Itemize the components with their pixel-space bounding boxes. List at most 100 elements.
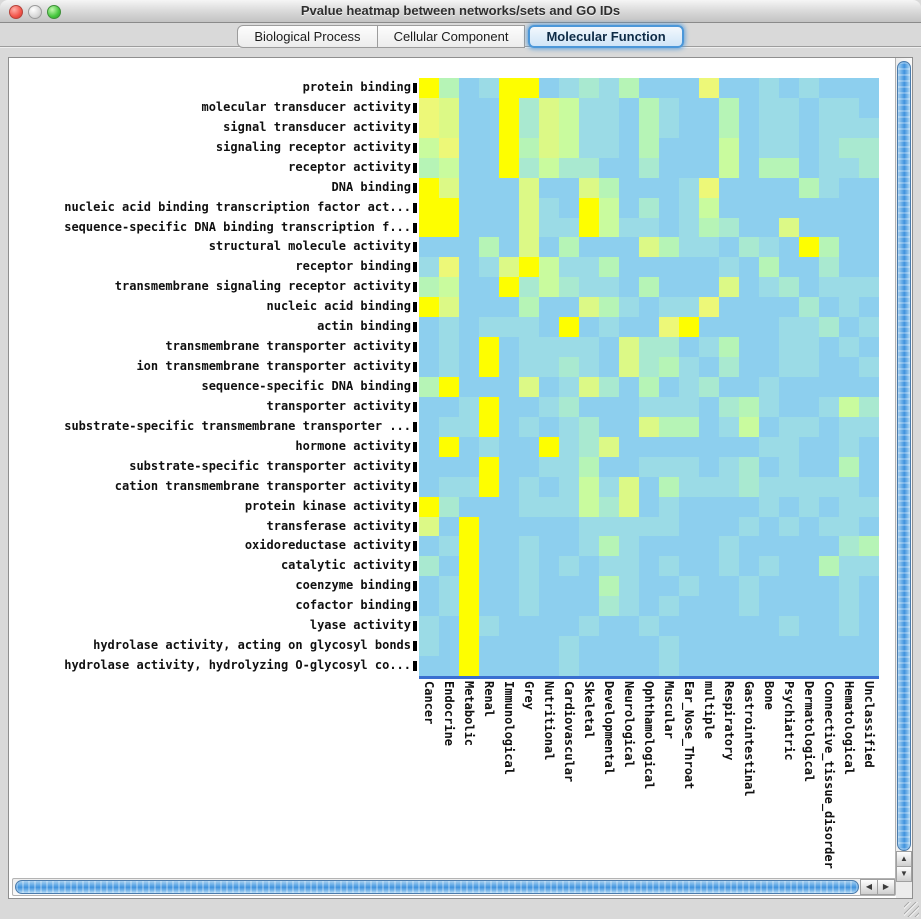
heatmap-panel: protein binding molecular transducer acti… (8, 57, 913, 899)
heatmap-cell (819, 157, 839, 179)
tab-molecular-function[interactable]: Molecular Function (528, 25, 684, 48)
heatmap-cell (859, 456, 879, 478)
tab-biological-process[interactable]: Biological Process (237, 25, 378, 48)
heatmap-cell (499, 217, 519, 238)
heatmap-cell (519, 197, 539, 219)
heatmap-cell (779, 416, 799, 438)
heatmap-cell (599, 337, 619, 358)
heatmap-cell (479, 177, 499, 199)
heatmap-cell (839, 97, 859, 119)
heatmap-cell (639, 416, 659, 438)
heatmap-cell (859, 177, 879, 199)
heatmap-cell (699, 456, 719, 478)
heatmap-cell (439, 416, 459, 438)
heatmap-cell (819, 636, 839, 657)
heatmap-cell (819, 496, 839, 518)
heatmap-cell (539, 396, 559, 418)
row-tick (413, 501, 417, 512)
heatmap-cell (699, 297, 719, 318)
heatmap-cell (499, 177, 519, 199)
heatmap-cell (819, 297, 839, 318)
heatmap-cell (699, 237, 719, 258)
close-button[interactable] (9, 5, 23, 19)
heatmap-cell (799, 137, 819, 159)
scroll-right-icon[interactable]: ▶ (877, 879, 895, 895)
heatmap-cell (859, 317, 879, 338)
heatmap-cell (459, 157, 479, 179)
vertical-scrollbar[interactable]: ▲ ▼ (895, 58, 912, 882)
heatmap-cell (739, 157, 759, 179)
heatmap-cell (659, 157, 679, 179)
heatmap-cell (719, 317, 739, 338)
zoom-button[interactable] (47, 5, 61, 19)
heatmap-cell (459, 357, 479, 378)
heatmap-cell (539, 516, 559, 537)
heatmap-cell (539, 297, 559, 318)
heatmap-cell (779, 237, 799, 258)
heatmap-cell (579, 516, 599, 537)
heatmap-cell (719, 556, 739, 577)
heatmap-cell (499, 576, 519, 597)
vertical-scroll-thumb[interactable] (897, 61, 911, 851)
heatmap-cell (739, 636, 759, 657)
minimize-button[interactable] (28, 5, 42, 19)
horizontal-scrollbar[interactable]: ◀ ▶ (12, 878, 896, 896)
scroll-left-icon[interactable]: ◀ (860, 879, 878, 895)
heatmap-cell (599, 177, 619, 199)
scroll-up-icon[interactable]: ▲ (896, 851, 912, 867)
heatmap-cell (779, 556, 799, 577)
heatmap-cell (579, 496, 599, 518)
heatmap-cell (839, 217, 859, 238)
heatmap-cell (739, 377, 759, 398)
heatmap-cell (859, 656, 879, 677)
heatmap-cell (479, 97, 499, 119)
heatmap-cell (859, 257, 879, 278)
heatmap-cell (519, 277, 539, 298)
resize-grip-icon[interactable] (904, 902, 919, 917)
heatmap-cell (679, 536, 699, 557)
row-tick (413, 621, 417, 632)
heatmap-cell (559, 436, 579, 458)
heatmap-cell (559, 357, 579, 378)
heatmap-cell (579, 436, 599, 458)
heatmap-cell (559, 117, 579, 139)
heatmap-cell (859, 496, 879, 518)
scroll-down-icon[interactable]: ▼ (896, 866, 912, 882)
heatmap-cell (819, 337, 839, 358)
tab-cellular-component[interactable]: Cellular Component (377, 25, 526, 48)
heatmap-cell (739, 536, 759, 557)
heatmap-cell (599, 357, 619, 378)
heatmap-cell (599, 556, 619, 577)
column-label: Gastrointestinal (742, 681, 756, 797)
heatmap-cell (799, 456, 819, 478)
heatmap-cell (659, 177, 679, 199)
heatmap-cell (839, 197, 859, 219)
heatmap-cell (679, 377, 699, 398)
heatmap-cell (419, 576, 439, 597)
horizontal-scroll-thumb[interactable] (15, 880, 859, 894)
heatmap-cell (699, 416, 719, 438)
heatmap-cell (699, 616, 719, 637)
heatmap-cell (499, 536, 519, 557)
heatmap-cell (479, 656, 499, 677)
heatmap-cell (819, 416, 839, 438)
heatmap-cell (779, 117, 799, 139)
heatmap-cell (719, 656, 739, 677)
row-tick (413, 461, 417, 472)
heatmap-cell (859, 297, 879, 318)
heatmap-cell (759, 436, 779, 458)
heatmap-cell (619, 656, 639, 677)
heatmap-cell (519, 496, 539, 518)
heatmap-cell (439, 357, 459, 378)
heatmap-cell (439, 396, 459, 418)
heatmap-cell (719, 257, 739, 278)
heatmap-cell (639, 78, 659, 99)
heatmap-cell (479, 157, 499, 179)
heatmap-cell (419, 636, 439, 657)
row-label: actin binding (317, 319, 411, 334)
heatmap-cell (759, 78, 779, 99)
heatmap-cell (419, 157, 439, 179)
heatmap-cell (699, 396, 719, 418)
heatmap-cell (759, 656, 779, 677)
heatmap-cell (719, 416, 739, 438)
